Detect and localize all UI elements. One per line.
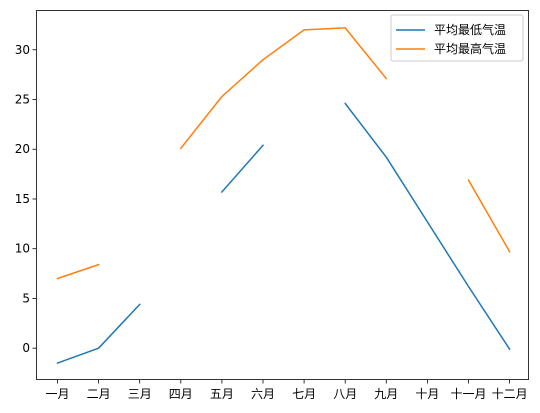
series-line-1-segment-2 <box>467 179 511 253</box>
x-tick-label: 四月 <box>169 387 193 401</box>
y-tick-label: 30 <box>15 43 30 57</box>
legend-label-min: 平均最低气温 <box>434 22 506 37</box>
x-tick-label: 二月 <box>87 387 111 401</box>
legend: 平均最低气温 平均最高气温 <box>390 14 524 62</box>
series-line-0-segment-0 <box>56 303 141 365</box>
legend-label-max: 平均最高气温 <box>434 41 506 56</box>
series-line-1-segment-1 <box>179 27 388 150</box>
x-tick-label: 三月 <box>128 387 152 401</box>
x-tick-label: 一月 <box>45 387 69 401</box>
x-tick-label: 九月 <box>374 387 398 401</box>
x-tick-label: 六月 <box>251 387 275 401</box>
x-tick-label: 十二月 <box>492 387 528 401</box>
x-tick-label: 八月 <box>333 387 357 401</box>
x-tick-label: 十月 <box>415 387 439 401</box>
series-line-0-segment-2 <box>344 102 511 351</box>
y-tick-label: 15 <box>15 192 30 206</box>
x-tick-label: 五月 <box>210 387 234 401</box>
x-tick-label: 七月 <box>292 387 316 401</box>
y-tick-label: 25 <box>15 93 30 107</box>
axes: 0 5 10 15 20 25 30 一月 二月 三月 四月 五月 六月 七月 八月 九月 十月 十一月 十二月 <box>15 10 529 401</box>
y-tick-label: 20 <box>15 142 30 156</box>
plot-frame <box>36 10 529 380</box>
y-tick-label: 0 <box>22 341 30 355</box>
y-tick-label: 10 <box>15 242 30 256</box>
plot-area <box>56 27 511 365</box>
x-tick-label: 十一月 <box>450 387 486 401</box>
series-line-0-segment-1 <box>220 144 265 194</box>
y-tick-label: 5 <box>22 291 30 305</box>
series-line-1-segment-0 <box>56 263 100 280</box>
